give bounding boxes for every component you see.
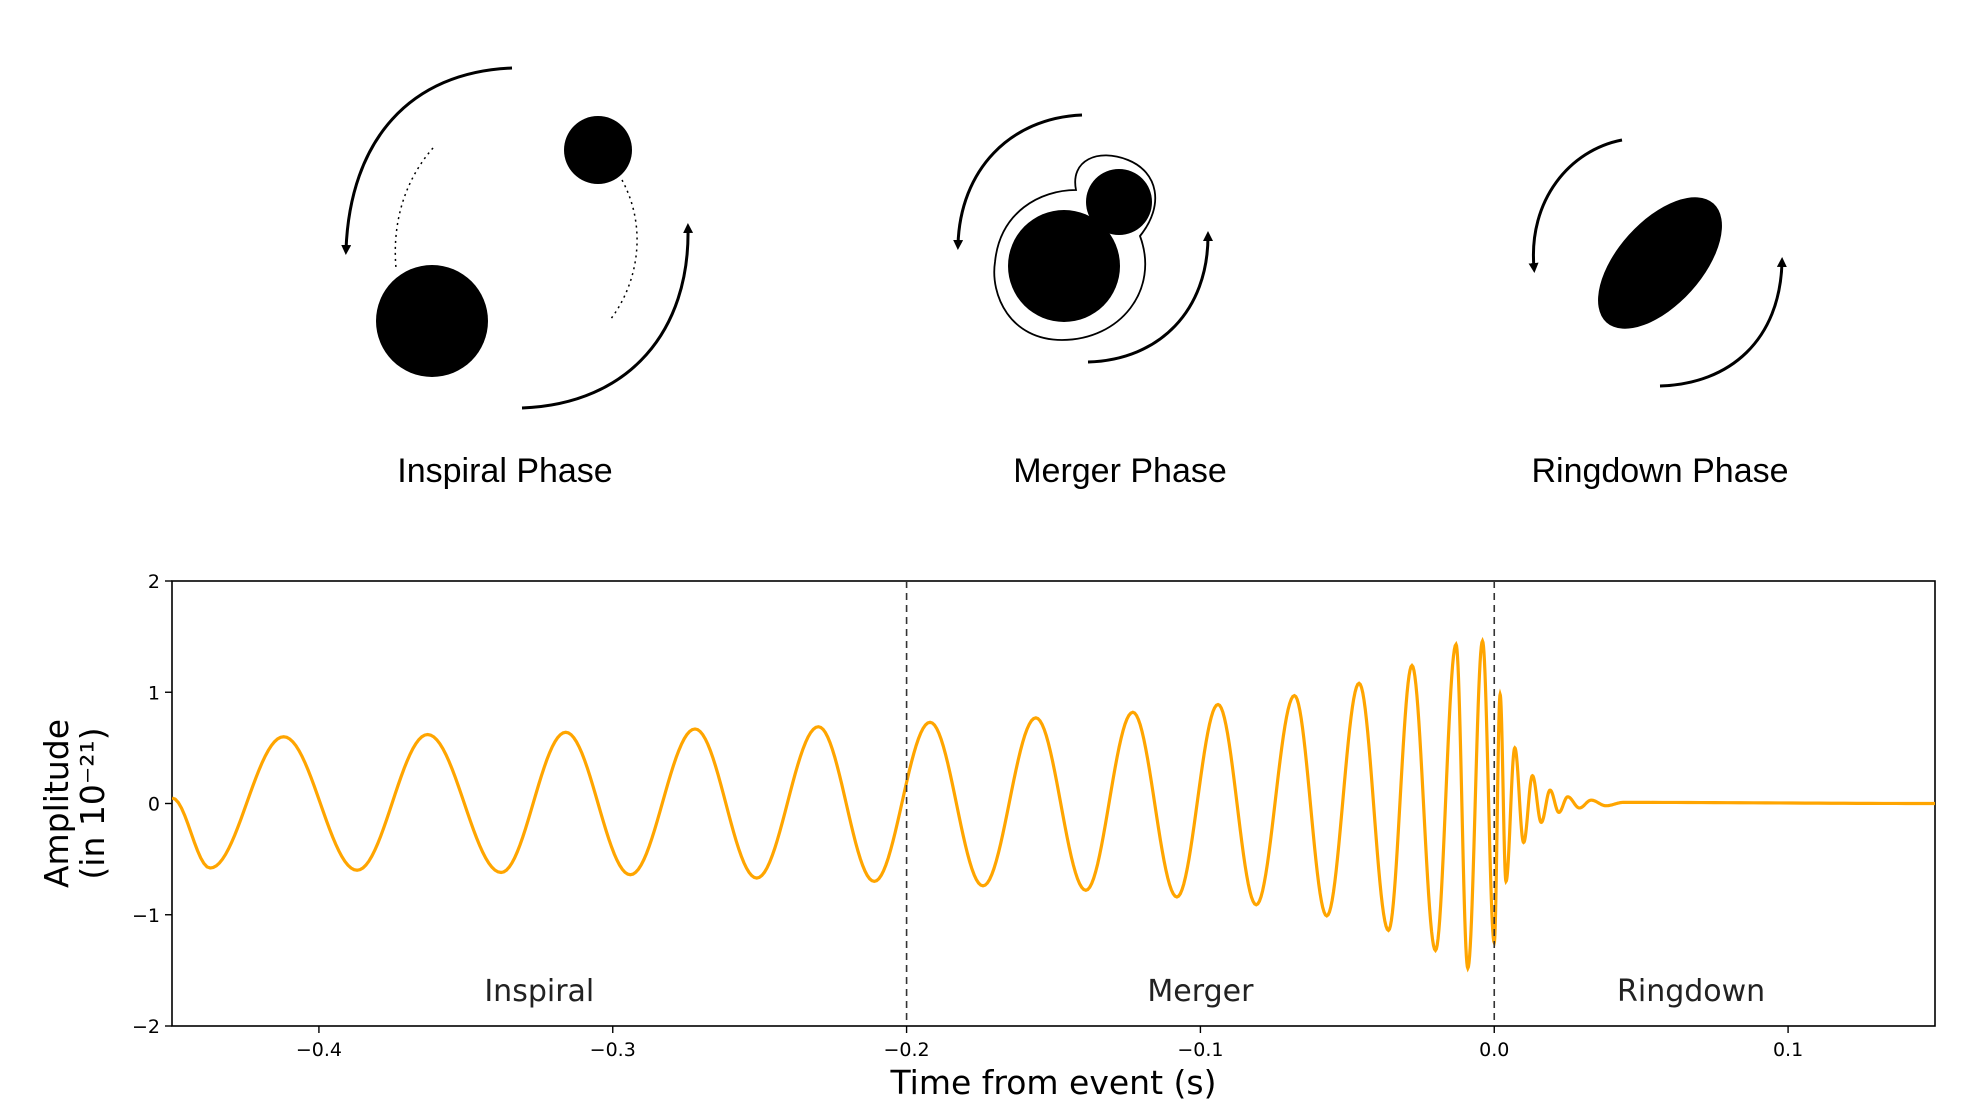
y-tick-label: 1 xyxy=(148,682,160,704)
y-axis-title: Amplitude xyxy=(37,719,76,888)
region-label: Inspiral xyxy=(484,974,594,1009)
ringdown-illustration xyxy=(1528,138,1787,388)
x-tick-label: 0.0 xyxy=(1479,1039,1509,1061)
merger-small-black-hole xyxy=(1086,169,1152,235)
y-axis-unit: (in 10⁻²¹) xyxy=(73,727,112,879)
y-tick-label: −2 xyxy=(132,1016,160,1038)
waveform-series-line xyxy=(172,636,1935,973)
inspiral-arrow-top xyxy=(341,66,513,255)
merger-arrow-top xyxy=(953,113,1083,250)
merger-arrow-bottom xyxy=(1087,231,1213,364)
chart-lines xyxy=(172,581,1935,1026)
inspiral-illustration xyxy=(341,66,694,410)
phase-illustrations xyxy=(341,66,1787,410)
merger-phase-label: Merger Phase xyxy=(1013,452,1227,490)
chart-ticks: −0.4 −0.3 −0.2 −0.1 0.0 0.1 −2 −1 0 1 2 xyxy=(132,571,1803,1061)
x-tick-label: −0.3 xyxy=(590,1039,636,1061)
large-black-hole xyxy=(376,265,488,377)
x-tick-label: 0.1 xyxy=(1773,1039,1803,1061)
ringdown-phase-label: Ringdown Phase xyxy=(1531,452,1789,490)
y-tick-label: −1 xyxy=(132,905,160,927)
y-tick-label: 2 xyxy=(148,571,160,593)
merger-large-black-hole xyxy=(1008,210,1120,322)
x-axis-title: Time from event (s) xyxy=(890,1063,1217,1102)
merger-illustration xyxy=(953,113,1213,364)
chart-text: Time from event (s) Amplitude (in 10⁻²¹)… xyxy=(37,719,1765,1102)
region-label: Merger xyxy=(1147,974,1254,1009)
inspiral-phase-label: Inspiral Phase xyxy=(397,452,613,490)
remnant-black-hole xyxy=(1598,197,1722,329)
inspiral-arrow-bottom xyxy=(521,223,694,410)
x-tick-label: −0.4 xyxy=(296,1039,342,1061)
ringdown-arrow-top xyxy=(1528,138,1623,273)
x-tick-label: −0.2 xyxy=(884,1039,930,1061)
x-tick-label: −0.1 xyxy=(1177,1039,1223,1061)
ringdown-arrow-bottom xyxy=(1659,257,1787,388)
merger-common-horizon xyxy=(993,154,1157,341)
small-black-hole xyxy=(564,116,632,184)
y-tick-label: 0 xyxy=(148,794,160,816)
region-label: Ringdown xyxy=(1617,974,1765,1009)
inspiral-orbit-trail-right xyxy=(609,179,638,321)
